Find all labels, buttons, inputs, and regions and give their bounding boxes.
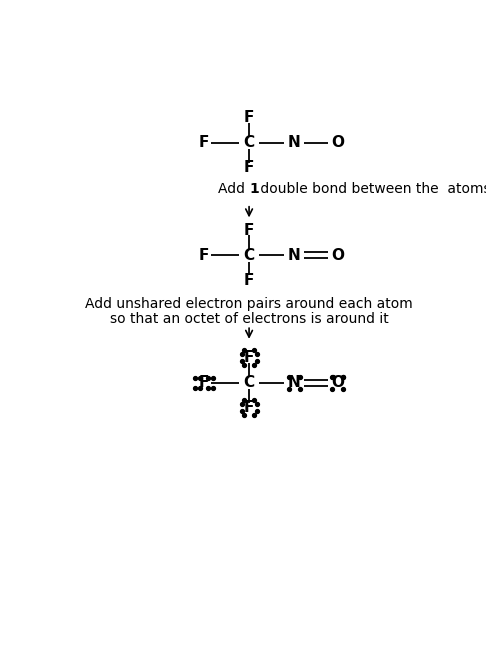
Text: F: F (199, 136, 209, 151)
Text: double bond between the  atoms: double bond between the atoms (256, 182, 486, 196)
Text: F: F (199, 248, 209, 263)
Text: F: F (244, 223, 254, 238)
Text: N: N (288, 375, 301, 390)
Text: N: N (288, 136, 301, 151)
Text: F: F (244, 110, 254, 125)
Text: F: F (199, 375, 209, 390)
Text: F: F (244, 400, 254, 415)
Text: Add unshared electron pairs around each atom: Add unshared electron pairs around each … (85, 297, 413, 311)
Text: Add: Add (218, 182, 249, 196)
Text: O: O (331, 136, 344, 151)
Text: F: F (244, 273, 254, 288)
Text: so that an octet of electrons is around it: so that an octet of electrons is around … (110, 312, 388, 326)
Text: N: N (288, 248, 301, 263)
Text: F: F (244, 160, 254, 175)
Text: C: C (243, 375, 255, 390)
Text: O: O (331, 375, 344, 390)
Text: 1: 1 (249, 182, 259, 196)
Text: O: O (331, 248, 344, 263)
Text: F: F (244, 350, 254, 365)
Text: C: C (243, 136, 255, 151)
Text: C: C (243, 248, 255, 263)
